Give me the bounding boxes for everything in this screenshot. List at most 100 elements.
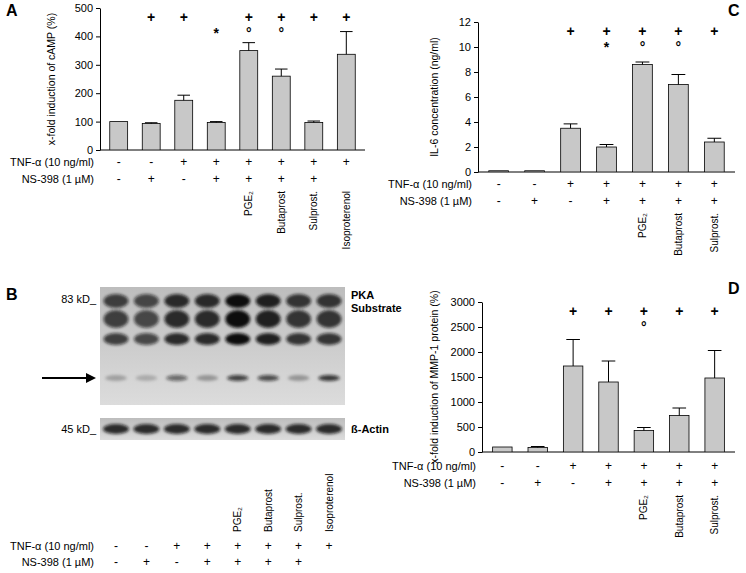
row-entry: + (173, 539, 180, 553)
y-tick-label: 8 (465, 66, 471, 78)
y-tick: 2000 (451, 346, 482, 358)
bar (528, 448, 547, 453)
error-bar-cap (242, 42, 255, 43)
error-bar (177, 95, 190, 100)
plot-area (493, 340, 725, 453)
error-bar-stem (570, 124, 571, 128)
error-bar (636, 62, 650, 65)
row-entry: + (295, 555, 302, 569)
row-label: TNF-α (10 ng/ml) (10, 540, 94, 552)
top-mark: + (310, 9, 318, 25)
y-tick-label: 500 (457, 421, 475, 433)
bar (305, 122, 323, 150)
row-entry: + (265, 555, 272, 569)
y-tick: 300 (75, 59, 100, 71)
panel-letter: B (6, 286, 18, 303)
band (286, 310, 311, 328)
row-entry: - (117, 155, 121, 169)
error-bar-cap (602, 361, 616, 362)
row-entry: - (497, 177, 501, 191)
row-entry: + (204, 539, 211, 553)
band (104, 310, 129, 328)
row-entry: - (571, 476, 575, 490)
error-bar (308, 121, 321, 122)
row-entry: - (114, 539, 118, 553)
top-mark: + (604, 303, 612, 319)
bar (240, 51, 258, 150)
y-tick-mark (96, 65, 100, 66)
blot-name: ß-Actin (351, 423, 389, 435)
error-bar (672, 408, 686, 416)
row-entry: + (245, 172, 252, 186)
category-axis: PGE₂ButaprostSulprost. (637, 213, 720, 256)
y-axis-title: x-fold induction of MMP-1 protein (%) (428, 290, 440, 463)
row-entry: - (533, 177, 537, 191)
significance-mark: ° (641, 319, 647, 335)
y-tick-label: 0 (465, 166, 471, 178)
band (164, 294, 189, 308)
category-axis: PGE₂ButaprostSulprost.Isoproterenol (243, 191, 352, 250)
category-axis: PGE₂ButaprostSulprost. (638, 495, 720, 538)
panel-letter: D (728, 280, 740, 297)
significance-mark: * (604, 39, 610, 55)
bar (561, 128, 581, 172)
band (104, 294, 129, 308)
category-tick: Isoproterenol (324, 474, 335, 532)
category-tick: Butaprost (673, 213, 684, 256)
band (225, 333, 250, 345)
row-entry: + (639, 194, 646, 208)
row-entry: + (605, 459, 612, 473)
y-tick-label: 300 (75, 59, 93, 71)
error-bar-stem (679, 408, 680, 416)
error-bar-stem (281, 69, 282, 76)
y-tick-label: 100 (75, 116, 93, 128)
y-tick-mark (474, 147, 478, 148)
top-mark: + (180, 9, 188, 25)
row-entry: + (180, 155, 187, 169)
error-bar (708, 351, 722, 379)
band (225, 294, 250, 308)
y-axis-line (478, 23, 479, 173)
bar (597, 147, 617, 172)
row-entry: + (213, 172, 220, 186)
error-bar-cap (566, 339, 580, 340)
error-bar (340, 32, 353, 55)
error-bar-cap (340, 31, 353, 32)
y-tick-label: 400 (75, 30, 93, 42)
category-label: Sulprost. (293, 493, 304, 532)
row-entry: - (500, 459, 504, 473)
category-label: PGE₂ (232, 507, 243, 532)
error-bar (275, 69, 288, 76)
band (164, 333, 189, 345)
bar (705, 378, 724, 452)
error-bar (210, 121, 223, 123)
row-label: TNF-α (10 ng/ml) (392, 460, 476, 472)
row-entry: + (534, 476, 541, 490)
significance-mark: * (214, 25, 220, 41)
top-mark: + (342, 9, 350, 25)
row-entry: - (497, 194, 501, 208)
error-bar-cap (564, 123, 578, 124)
bar (142, 124, 160, 150)
error-bar-cap (707, 138, 721, 139)
y-tick: 10 (459, 41, 478, 53)
band (195, 333, 220, 345)
arrow-band (196, 375, 218, 381)
bar (175, 100, 193, 150)
y-tick: 12 (459, 16, 478, 28)
y-tick: 400 (75, 30, 100, 42)
category-label: Butaprost (673, 213, 684, 256)
y-tick-label: 0 (87, 144, 93, 156)
y-tick: 3000 (451, 296, 482, 308)
arrow-band (227, 375, 249, 381)
category-axis: PGE₂ButaprostSulprost.Isoproterenol (232, 474, 334, 532)
category-label: PGE₂ (638, 495, 649, 520)
row-label: NS-398 (1 µM) (22, 173, 94, 185)
top-mark: + (640, 303, 648, 319)
y-tick-mark (96, 8, 100, 9)
top-mark: + (566, 23, 574, 39)
category-label: Sulprost. (709, 213, 720, 252)
error-bar-cap (145, 122, 158, 123)
category-label: Butaprost (276, 191, 287, 234)
bar (670, 416, 689, 453)
